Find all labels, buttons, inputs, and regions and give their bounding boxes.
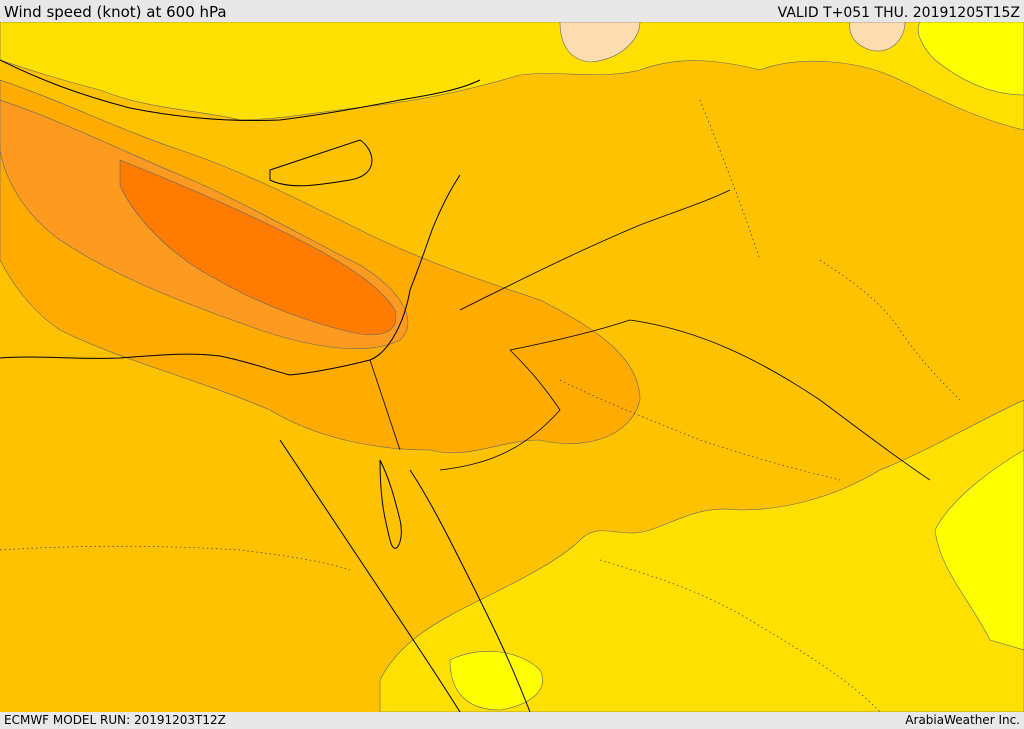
fill-low-east [379, 399, 1024, 712]
internal-borders [0, 99, 961, 712]
fill-calm-north [559, 22, 641, 63]
borders [369, 189, 931, 481]
fill-calm-ne [849, 22, 906, 52]
wind-speed-map[interactable] [0, 22, 1024, 712]
fill-lowest-se [934, 449, 1024, 651]
header-bar: Wind speed (knot) at 600 hPa VALID T+051… [0, 0, 1024, 22]
credit: ArabiaWeather Inc. [905, 713, 1020, 727]
model-run: ECMWF MODEL RUN: 20191203T12Z [4, 713, 226, 727]
coastlines [0, 59, 531, 712]
valid-time: VALID T+051 THU. 20191205T15Z [777, 5, 1020, 21]
footer-bar: ECMWF MODEL RUN: 20191203T12Z ArabiaWeat… [0, 712, 1024, 729]
fill-lowest-south [449, 651, 543, 711]
fill-lowest-ne [917, 22, 1024, 96]
map-canvas [0, 22, 1024, 712]
map-title: Wind speed (knot) at 600 hPa [4, 3, 227, 21]
fill-low-north [0, 22, 1024, 131]
fill-max-core [119, 159, 397, 336]
